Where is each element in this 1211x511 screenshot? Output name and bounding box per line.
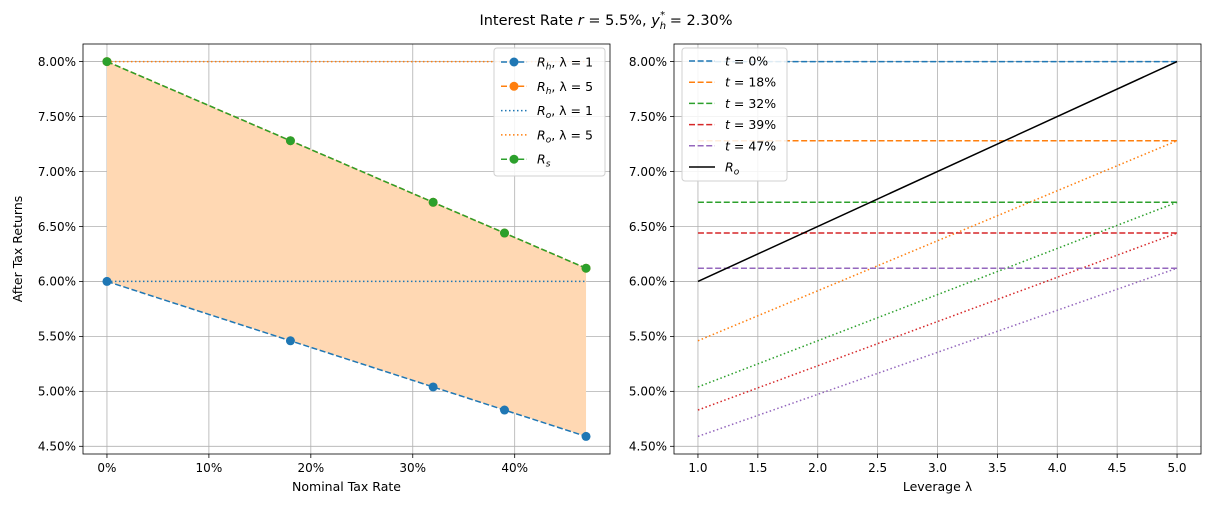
y-tick-label: 6.00% xyxy=(629,275,667,289)
data-point xyxy=(102,57,112,67)
legend-marker xyxy=(509,154,519,164)
x-axis-label: Nominal Tax Rate xyxy=(292,479,401,494)
left-chart: 0% 10% 20% 30% 40% 4.50% 5.00% 5.50% 6.00% 6.50% 7… xyxy=(10,43,611,494)
y-tick-label: 5.50% xyxy=(38,330,76,344)
y-tick-label: 7.50% xyxy=(629,110,667,124)
y-tick-label: 7.00% xyxy=(629,165,667,179)
x-tick-label: 2.5 xyxy=(868,461,887,475)
y-axis-label: After Tax Returns xyxy=(10,196,25,303)
data-point xyxy=(285,336,295,346)
x-tick-label: 3.5 xyxy=(988,461,1007,475)
x-tick-label: 20% xyxy=(297,461,324,475)
y-tick-label: 5.50% xyxy=(629,330,667,344)
x-tick-label: 3.0 xyxy=(928,461,947,475)
legend-label: Rh, λ = 1 xyxy=(537,55,593,73)
legend-label: t = 32% xyxy=(725,96,776,111)
data-point xyxy=(285,136,295,146)
x-tick-label: 1.5 xyxy=(748,461,767,475)
legend-label: t = 39% xyxy=(725,117,776,132)
legend-left: Rh, λ = 1 Rh, λ = 5 Ro, λ = 1 Ro, λ = 5 Rs xyxy=(493,47,606,177)
x-tick-label: 4.0 xyxy=(1048,461,1067,475)
y-tick-label: 4.50% xyxy=(629,440,667,454)
data-point xyxy=(581,431,591,441)
legend-label: Ro, λ = 5 xyxy=(537,127,593,145)
fill-between-area xyxy=(106,61,587,437)
y-tick-label: 5.00% xyxy=(629,385,667,399)
y-tick-label: 6.50% xyxy=(38,220,76,234)
x-tick-label: 4.5 xyxy=(1108,461,1127,475)
legend-marker xyxy=(509,57,519,67)
series-line xyxy=(697,60,1178,283)
legend-label: Rh, λ = 5 xyxy=(537,79,593,97)
x-tick-label: 30% xyxy=(399,461,426,475)
x-tick-label: 10% xyxy=(196,461,223,475)
data-point xyxy=(428,197,438,207)
y-tick-label: 7.00% xyxy=(38,165,76,179)
y-tick-label: 4.50% xyxy=(38,440,76,454)
series-line xyxy=(697,232,1178,411)
legend-marker xyxy=(509,81,519,91)
y-tick-label: 8.00% xyxy=(629,55,667,69)
series-line xyxy=(697,140,1178,342)
legend-label: Rs xyxy=(537,152,551,170)
y-tick-label: 6.00% xyxy=(38,275,76,289)
x-tick-label: 0% xyxy=(97,461,116,475)
plot-frame xyxy=(673,43,1202,455)
series-line xyxy=(697,267,1178,438)
legend-label: Ro xyxy=(725,160,740,178)
x-tick-label: 2.0 xyxy=(808,461,827,475)
series-line xyxy=(697,201,1178,388)
plot-frame xyxy=(82,43,611,455)
legend-label: Ro, λ = 1 xyxy=(537,103,593,121)
x-tick-label: 5.0 xyxy=(1167,461,1186,475)
data-point xyxy=(499,228,509,238)
y-tick-label: 7.50% xyxy=(38,110,76,124)
y-tick-label: 8.00% xyxy=(38,55,76,69)
data-point xyxy=(499,405,509,415)
x-tick-label: 40% xyxy=(501,461,528,475)
legend-label: t = 0% xyxy=(725,54,768,69)
data-point xyxy=(428,382,438,392)
legend-box xyxy=(681,47,788,182)
legend-right: t = 0% t = 18% t = 32% t = 39% t = 47% Ro xyxy=(681,47,788,182)
legend-box xyxy=(493,47,606,177)
y-tick-label: 5.00% xyxy=(38,385,76,399)
legend-label: t = 18% xyxy=(725,75,776,90)
data-point xyxy=(581,263,591,273)
y-tick-label: 6.50% xyxy=(629,220,667,234)
right-chart: 1.0 1.5 2.0 2.5 3.0 3.5 4.0 4.5 5.0 4.50% 5.00% 5.5… xyxy=(629,43,1202,494)
legend-label: t = 47% xyxy=(725,138,776,153)
figure-title: Interest Rate r = 5.5%, yh* = 2.30% xyxy=(479,10,732,32)
x-tick-label: 1.0 xyxy=(688,461,707,475)
x-axis-label: Leverage λ xyxy=(903,479,973,494)
